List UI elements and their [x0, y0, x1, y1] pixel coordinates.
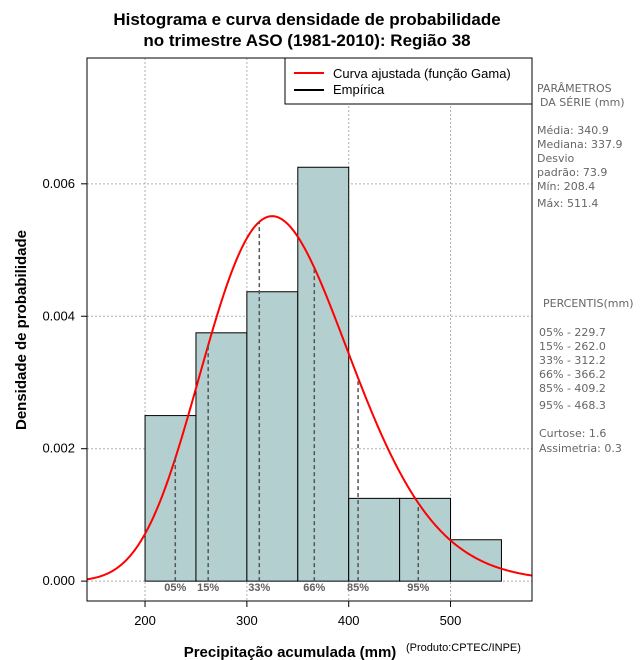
percentile-marker-label: 15%	[197, 582, 219, 594]
percentile-markers: 05% 15% 33% 66% 85% 95%	[164, 221, 429, 594]
percentile-marker-label: 66%	[303, 582, 325, 594]
series-parameters-panel: PARÂMETROS DA SÉRIE (mm) Média: 340.9 Me…	[537, 82, 625, 210]
x-tick-label: 200	[134, 613, 156, 628]
percentil-85: 85% - 409.2	[539, 382, 606, 395]
params-title-2: DA SÉRIE (mm)	[540, 96, 625, 109]
stat-assimetria: Assimetria: 0.3	[539, 442, 622, 455]
y-tick-label: 0.006	[42, 176, 75, 191]
param-min: Mín: 208.4	[537, 180, 595, 193]
y-axis-label: Densidade de probabilidade	[13, 230, 30, 430]
percentile-marker-label: 95%	[407, 582, 429, 594]
percentil-15: 15% - 262.0	[539, 340, 606, 353]
x-tick-label: 400	[338, 613, 360, 628]
percentil-05: 05% - 229.7	[539, 326, 606, 339]
percentil-66: 66% - 366.2	[539, 368, 606, 381]
histogram-bar	[195, 332, 248, 582]
legend-label-curve: Curva ajustada (função Gama)	[333, 66, 511, 81]
param-mean: Média: 340.9	[537, 124, 609, 137]
y-tick-label: 0.004	[42, 308, 75, 323]
axis-ticks: 200 300 400 500 0.000 0.002 0.004 0.006	[42, 176, 461, 628]
percentile-marker-label: 85%	[347, 582, 369, 594]
histogram-bars	[144, 166, 502, 582]
x-axis-label: Precipitação acumulada (mm)	[184, 644, 397, 660]
percentis-title: PERCENTIS(mm)	[543, 297, 634, 310]
histogram-bar	[450, 539, 502, 582]
stat-curtose: Curtose: 1.6	[539, 427, 606, 440]
legend: Curva ajustada (função Gama) Empírica	[284, 57, 533, 105]
params-title-1: PARÂMETROS	[537, 82, 612, 95]
legend-label-empirical: Empírica	[333, 82, 385, 97]
histogram-bar	[399, 497, 452, 582]
chart-title-line2: no trimestre ASO (1981-2010): Região 38	[143, 31, 470, 50]
legend-box	[284, 57, 533, 105]
y-tick-label: 0.000	[42, 573, 75, 588]
percentile-marker-label: 33%	[248, 582, 270, 594]
histogram-bar	[144, 415, 197, 582]
histogram-bar	[246, 291, 299, 582]
histogram-bar	[348, 497, 401, 582]
x-tick-label: 300	[236, 613, 258, 628]
param-stddev-2: padrão: 73.9	[537, 166, 607, 179]
percentil-33: 33% - 312.2	[539, 354, 606, 367]
percentile-marker-label: 05%	[164, 582, 186, 594]
param-stddev-1: Desvio	[537, 152, 575, 165]
y-tick-label: 0.002	[42, 441, 75, 456]
product-credit: (Produto:CPTEC/INPE)	[406, 642, 521, 654]
gamma-fit-curve	[86, 215, 533, 581]
param-median: Mediana: 337.9	[537, 138, 622, 151]
chart-title-line1: Histograma e curva densidade de probabil…	[113, 10, 500, 29]
percentiles-panel: PERCENTIS(mm) 05% - 229.7 15% - 262.0 33…	[539, 297, 634, 455]
percentil-95: 95% - 468.3	[539, 399, 606, 412]
x-tick-label: 500	[440, 613, 462, 628]
histogram-bar	[297, 166, 350, 582]
gamma-curve-layer	[86, 215, 533, 581]
param-max: Máx: 511.4	[537, 197, 598, 210]
